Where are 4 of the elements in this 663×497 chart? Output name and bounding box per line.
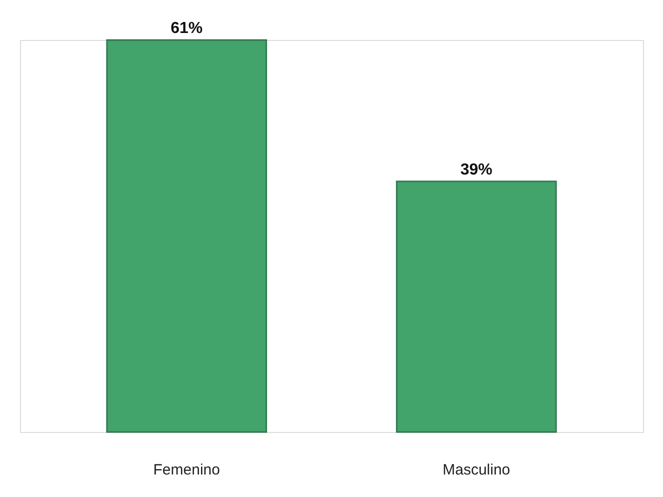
x-tick-label: Masculino — [442, 462, 510, 478]
data-label: 61% — [170, 20, 203, 37]
x-tick-label: Femenino — [153, 462, 220, 478]
data-label: 39% — [460, 161, 492, 178]
